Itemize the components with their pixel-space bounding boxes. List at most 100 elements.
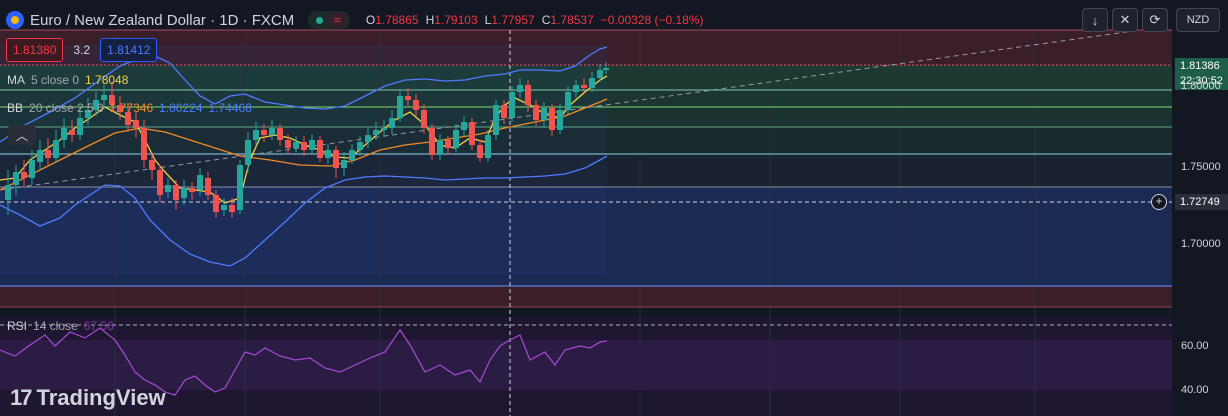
- candle: [205, 178, 211, 195]
- rsi-legend[interactable]: RSI 14 close 67.56: [7, 319, 114, 333]
- resistance-zone: [0, 30, 1172, 65]
- price-tick: 1.70000: [1181, 238, 1221, 250]
- rsi-line: [0, 327, 608, 396]
- ma-value: 1.78048: [85, 73, 129, 87]
- entry-zone: [0, 154, 1172, 187]
- rsi-value: 67.56: [83, 319, 114, 333]
- candle: [325, 150, 331, 158]
- candle: [485, 135, 491, 158]
- candle: [349, 150, 355, 160]
- ma-params: 5 close 0: [31, 73, 80, 87]
- candle: [573, 85, 579, 92]
- candle: [253, 130, 259, 140]
- add-alert-button[interactable]: +: [1151, 194, 1167, 210]
- tradingview-logo[interactable]: 17 TradingView: [10, 385, 166, 411]
- candle: [261, 130, 267, 135]
- low-value: 1.77957: [491, 13, 535, 27]
- trend-line: [0, 29, 1141, 191]
- candle: [493, 105, 499, 135]
- candle: [109, 95, 115, 105]
- screenshot-button[interactable]: ⟳: [1142, 8, 1168, 32]
- candle: [117, 105, 123, 112]
- collapse-icon: ✕: [1119, 12, 1131, 27]
- bar-countdown: 22:30:52: [1180, 75, 1223, 87]
- bb-legend[interactable]: BB 20 close 2.5 0 1.77346 1.80224 1.7446…: [7, 101, 252, 115]
- crosshair-price-label: 1.72749: [1175, 194, 1228, 210]
- buy-button[interactable]: 1.81412: [100, 38, 158, 62]
- candle: [333, 150, 339, 168]
- status-dot-icon: [316, 16, 324, 24]
- ohlc-readout: O1.78865 H1.79103 L1.77957 C1.78537 −0.0…: [366, 13, 704, 27]
- trade-panel: 1.81380 3.2 1.81412: [6, 38, 158, 62]
- currency-selector[interactable]: NZD: [1176, 8, 1220, 32]
- candle: [581, 85, 587, 88]
- open-value: 1.78865: [375, 13, 419, 27]
- candle: [21, 172, 27, 178]
- bb-lower-value: 1.74468: [208, 101, 252, 115]
- symbol-header: Euro / New Zealand Dollar · 1D · FXCM ≈ …: [6, 9, 704, 31]
- close-label: C: [541, 13, 551, 27]
- candle: [53, 140, 59, 158]
- rsi-tick: 60.00: [1181, 340, 1209, 352]
- chevron-up-icon: ︿: [15, 128, 28, 143]
- candle: [13, 172, 19, 185]
- candle: [189, 188, 195, 192]
- bb-upper-value: 1.80224: [159, 101, 203, 115]
- candle: [509, 92, 515, 118]
- candle: [293, 142, 299, 148]
- candle: [421, 110, 427, 128]
- candle: [149, 160, 155, 170]
- candle: [413, 100, 419, 110]
- rsi-band: [0, 340, 1172, 390]
- symbol-title[interactable]: Euro / New Zealand Dollar · 1D · FXCM: [30, 11, 295, 29]
- market-status[interactable]: ≈: [308, 11, 350, 29]
- candle: [245, 140, 251, 165]
- wave-icon: ≈: [329, 13, 346, 27]
- bb-lower-line: [0, 155, 608, 267]
- tp-zone-4: [0, 127, 1172, 154]
- candle: [533, 105, 539, 120]
- candle: [565, 92, 571, 110]
- currency-flag-icon: [6, 11, 24, 29]
- sell-button[interactable]: 1.81380: [6, 38, 64, 62]
- tp-zone-3: [0, 107, 1172, 127]
- candle: [557, 110, 563, 130]
- candle: [181, 188, 187, 198]
- currency-label: NZD: [1186, 14, 1210, 26]
- price-tick: 1.75000: [1181, 161, 1221, 173]
- current-price: 1.81386: [1180, 60, 1220, 72]
- bb-fill: [0, 45, 607, 275]
- candle: [389, 118, 395, 128]
- tradingview-mark-icon: 17: [10, 385, 33, 410]
- candle: [77, 118, 83, 135]
- collapse-legend-button[interactable]: ︿: [8, 125, 36, 145]
- rsi-tick: 40.00: [1181, 384, 1209, 396]
- candle: [469, 122, 475, 145]
- tp-zone-2: [0, 90, 1172, 107]
- candle: [221, 205, 227, 210]
- spread-value: 3.2: [73, 43, 91, 57]
- bb-name: BB: [7, 101, 24, 115]
- candle: [197, 175, 203, 190]
- candle: [461, 122, 467, 130]
- high-value: 1.79103: [434, 13, 478, 27]
- candle: [5, 185, 11, 200]
- candle: [269, 128, 275, 135]
- candle: [37, 150, 43, 162]
- close-value: 1.78537: [550, 13, 594, 27]
- collapse-button[interactable]: ✕: [1112, 8, 1138, 32]
- candle: [29, 160, 35, 178]
- change-value: −0.00328 (−0.18%): [600, 13, 704, 27]
- candle: [285, 140, 291, 148]
- candle: [549, 108, 555, 130]
- candle: [365, 135, 371, 142]
- candle: [453, 130, 459, 148]
- candle: [237, 165, 243, 210]
- price-tick: 1.80000: [1181, 80, 1221, 92]
- ma-legend[interactable]: MA 5 close 0 1.78048: [7, 73, 128, 87]
- arrow-down-button[interactable]: ↓: [1082, 8, 1108, 32]
- candle: [397, 96, 403, 118]
- candle: [61, 128, 67, 140]
